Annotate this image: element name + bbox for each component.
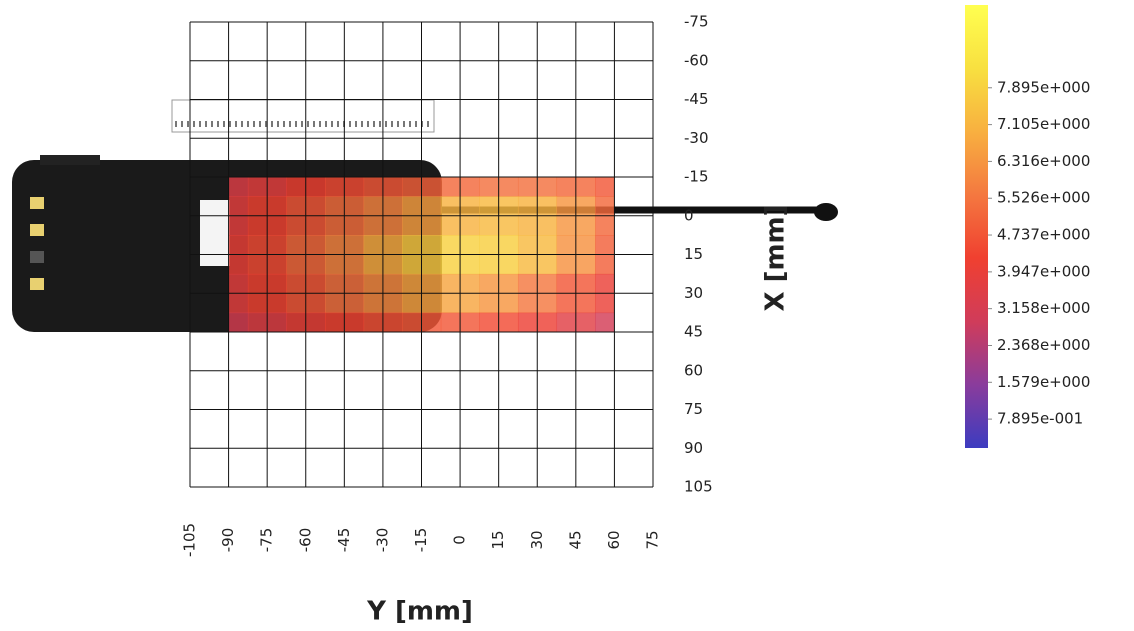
colorbar — [965, 5, 988, 448]
y-tick-label: -60 — [684, 51, 709, 69]
x-tick-label: 0 — [451, 535, 469, 545]
y-tick-label: -15 — [684, 168, 709, 186]
y-tick-label: 0 — [684, 206, 694, 224]
y-tick-label: -75 — [684, 13, 709, 31]
colorbar-label: 1.579e+000 — [997, 373, 1090, 391]
y-tick-label: 45 — [684, 323, 703, 341]
x-tick-label: 75 — [644, 530, 662, 549]
x-tick-label: -75 — [258, 528, 276, 553]
y-tick-label: 75 — [684, 400, 703, 418]
heat-cell — [228, 176, 249, 197]
x-tick-label: -60 — [296, 528, 314, 553]
colorbar-label: 7.105e+000 — [997, 115, 1090, 133]
y-tick-label: 15 — [684, 245, 703, 263]
x-tick-label: 45 — [566, 530, 584, 549]
colorbar-label: 7.895e-001 — [997, 410, 1083, 428]
colorbar-label: 6.316e+000 — [997, 152, 1090, 170]
heat-cell — [595, 312, 615, 332]
colorbar-label: 7.895e+000 — [997, 78, 1090, 96]
x-tick-label: 30 — [528, 530, 546, 549]
y-tick-label: -45 — [684, 90, 709, 108]
x-tick-label: -30 — [373, 528, 391, 553]
x-tick-label: 60 — [605, 530, 623, 549]
x-axis-title: Y [mm] — [366, 597, 473, 627]
colorbar-label: 5.526e+000 — [997, 189, 1090, 207]
heat-cell — [228, 312, 249, 332]
x-tick-label: -45 — [335, 528, 353, 553]
y-tick-label: 30 — [684, 284, 703, 302]
x-tick-label: -90 — [219, 528, 237, 553]
x-tick-label: -15 — [412, 528, 430, 553]
colorbar-label: 2.368e+000 — [997, 336, 1090, 354]
colorbar-label: 3.158e+000 — [997, 299, 1090, 317]
y-tick-label: -30 — [684, 129, 709, 147]
colorbar-label: 3.947e+000 — [997, 262, 1090, 280]
heat-cell — [595, 176, 615, 197]
y-axis-title: X [mm] — [761, 204, 791, 311]
y-tick-label: 90 — [684, 439, 703, 457]
x-tick-label: -105 — [181, 523, 199, 557]
y-tick-label: 60 — [684, 361, 703, 379]
colorbar-label: 4.737e+000 — [997, 226, 1090, 244]
y-tick-label: 105 — [684, 478, 713, 496]
x-tick-label: 15 — [489, 530, 507, 549]
